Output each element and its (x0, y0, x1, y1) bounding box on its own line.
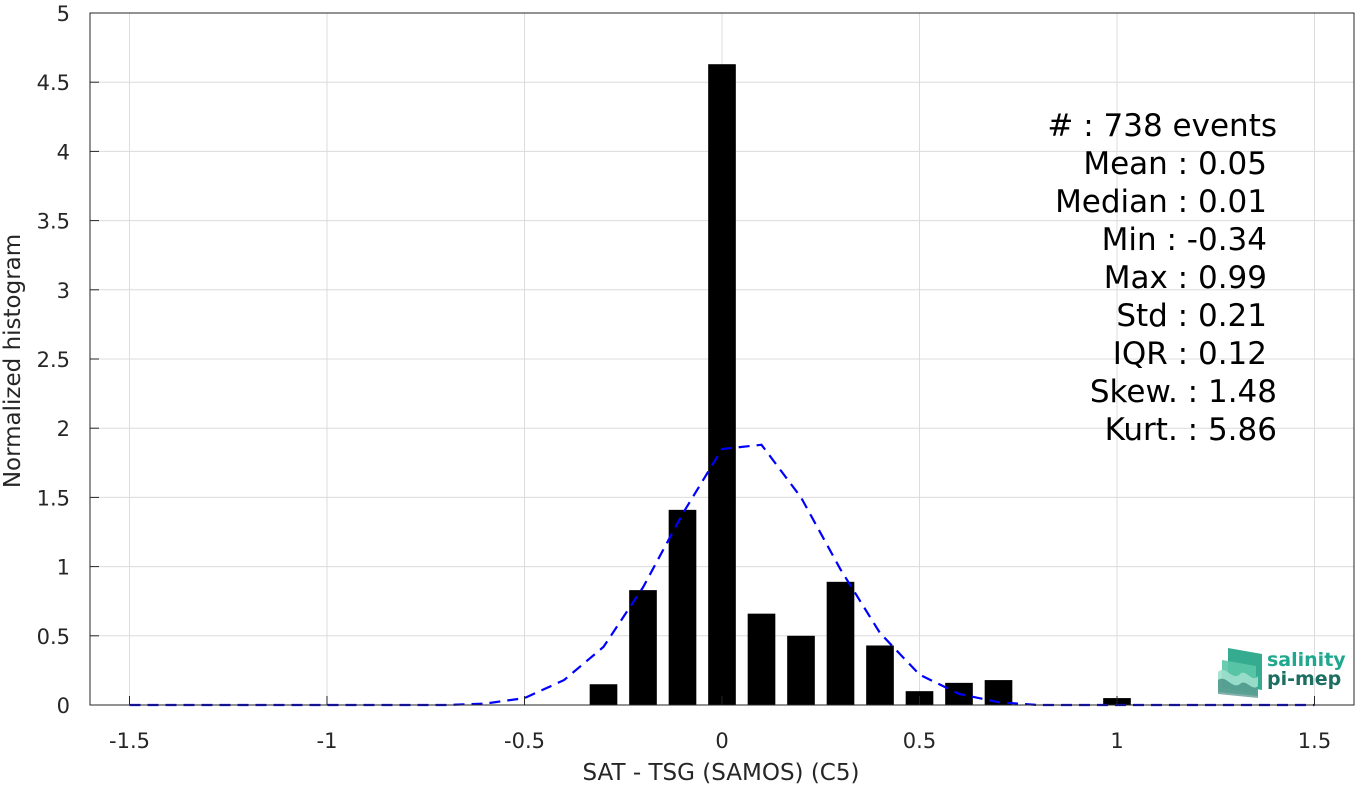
y-tick-label: 3.5 (37, 210, 70, 234)
y-axis-label: Normalized histogram (0, 234, 26, 488)
y-tick-label: 2.5 (37, 348, 70, 372)
salinity-pi-mep-logo: salinity pi-mep (1218, 648, 1346, 698)
y-tick-label: 4.5 (37, 71, 70, 95)
y-axis-ticks: 0 0.5 1 1.5 2 2.5 3 3.5 4 4.5 5 (37, 2, 99, 718)
histogram-bar (866, 645, 894, 705)
y-tick-label: 1 (57, 556, 70, 580)
y-tick-label: 2 (57, 417, 70, 441)
stat-std: Std : 0.21 (1116, 298, 1267, 334)
y-tick-label: 0.5 (37, 625, 70, 649)
stat-count: # : 738 events (1047, 108, 1277, 144)
x-axis-ticks: -1.5 -1 -0.5 0 0.5 1 1.5 (109, 696, 1331, 753)
stat-iqr: IQR : 0.12 (1113, 336, 1267, 372)
logo-text-pi-mep: pi-mep (1267, 668, 1341, 690)
stat-mean: Mean : 0.05 (1083, 146, 1267, 182)
stat-kurt: Kurt. : 5.86 (1105, 412, 1277, 448)
histogram-bar (747, 613, 776, 705)
logo-text-salinity: salinity (1267, 649, 1346, 671)
y-tick-label: 4 (57, 140, 70, 164)
histogram-bar (826, 581, 855, 705)
logo-emblem-icon (1218, 648, 1262, 698)
x-tick-label: 0 (715, 729, 728, 753)
x-tick-label: 1 (1110, 729, 1123, 753)
histogram-bar (629, 590, 657, 705)
histogram-bar (787, 635, 815, 705)
y-tick-label: 5 (57, 2, 70, 26)
y-tick-label: 3 (57, 279, 70, 303)
stat-skew: Skew. : 1.48 (1090, 374, 1277, 410)
x-axis-label: SAT - TSG (SAMOS) (C5) (583, 760, 860, 785)
x-tick-label: -0.5 (504, 729, 545, 753)
stat-max: Max : 0.99 (1104, 260, 1267, 296)
stat-min: Min : -0.34 (1102, 222, 1267, 258)
x-tick-label: -1 (317, 729, 338, 753)
histogram-bar (668, 509, 697, 705)
stat-median: Median : 0.01 (1055, 184, 1267, 220)
x-tick-label: 0.5 (903, 729, 936, 753)
x-tick-label: -1.5 (109, 729, 150, 753)
histogram-bar (589, 684, 618, 705)
y-tick-label: 0 (57, 694, 70, 718)
x-tick-label: 1.5 (1298, 729, 1331, 753)
histogram-bars (589, 64, 1131, 705)
histogram-bar (708, 64, 736, 705)
y-tick-label: 1.5 (37, 486, 70, 510)
statistics-annotation: # : 738 events Mean : 0.05 Median : 0.01… (1047, 108, 1277, 448)
